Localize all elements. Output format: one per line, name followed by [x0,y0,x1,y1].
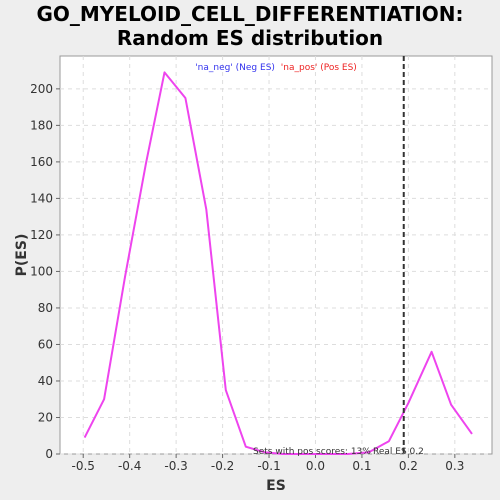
x-tick-label: 0.3 [445,459,464,473]
annotation-sets: Sets with pos scores: 13% [253,447,371,457]
y-tick-label: 80 [38,301,53,315]
legend: 'na_neg' (Neg ES) 'na_pos' (Pos ES) [195,63,357,73]
x-tick-label: 0.1 [352,459,371,473]
y-tick-label: 120 [30,228,53,242]
y-axis-title: P(ES) [14,234,30,277]
legend-neg-label: 'na_neg' (Neg ES) [195,63,275,73]
y-tick-label: 0 [45,447,53,461]
y-tick-label: 140 [30,191,53,205]
legend-pos-label: 'na_pos' (Pos ES) [281,63,357,73]
x-tick-label: -0.1 [257,459,280,473]
y-tick-label: 100 [30,264,53,278]
y-axis-ticks: 0 20 40 60 80 100 120 140 160 180 200 [30,82,60,461]
y-tick-label: 200 [30,82,53,96]
y-tick-label: 40 [38,374,53,388]
x-axis-title: ES [266,478,286,494]
x-tick-label: -0.5 [72,459,95,473]
x-tick-label: 0.2 [399,459,418,473]
plot-area [60,56,492,454]
y-tick-label: 160 [30,155,53,169]
y-tick-label: 180 [30,118,53,132]
x-tick-label: 0.0 [306,459,325,473]
y-tick-label: 20 [38,410,53,424]
x-tick-label: -0.3 [164,459,187,473]
x-tick-label: -0.2 [211,459,234,473]
y-tick-label: 60 [38,337,53,351]
x-tick-label: -0.4 [118,459,141,473]
annotation-real-es: Real ES 0.2 [373,447,424,457]
